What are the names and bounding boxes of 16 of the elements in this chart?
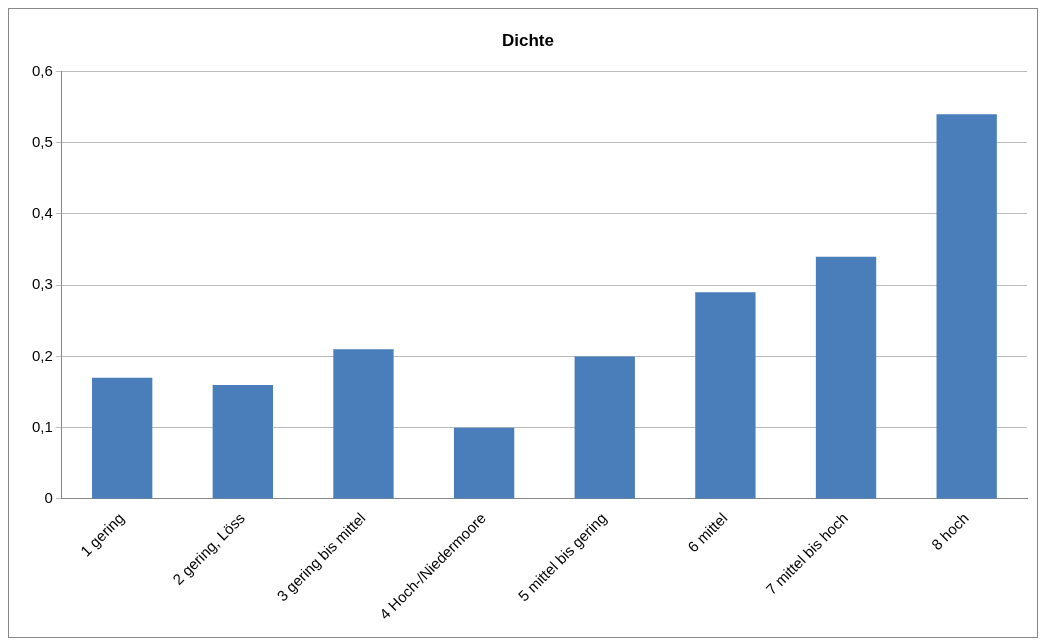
y-tick-label: 0,6 [31,61,53,79]
y-tick-label: 0,2 [31,346,53,364]
bar [212,384,273,499]
y-tick-label: 0,1 [31,417,53,435]
bar [815,256,877,499]
y-tick-label: 0,4 [31,204,53,222]
bar [453,427,515,499]
bar [574,356,635,499]
bar [936,114,997,499]
bar [92,377,153,499]
bar [333,349,394,499]
y-tick-label: 0,5 [31,132,53,150]
chart-title: Dichte [502,30,554,50]
y-tick-label: 0,3 [31,275,53,293]
y-tick-label: 0 [44,489,53,507]
bar [695,292,756,499]
